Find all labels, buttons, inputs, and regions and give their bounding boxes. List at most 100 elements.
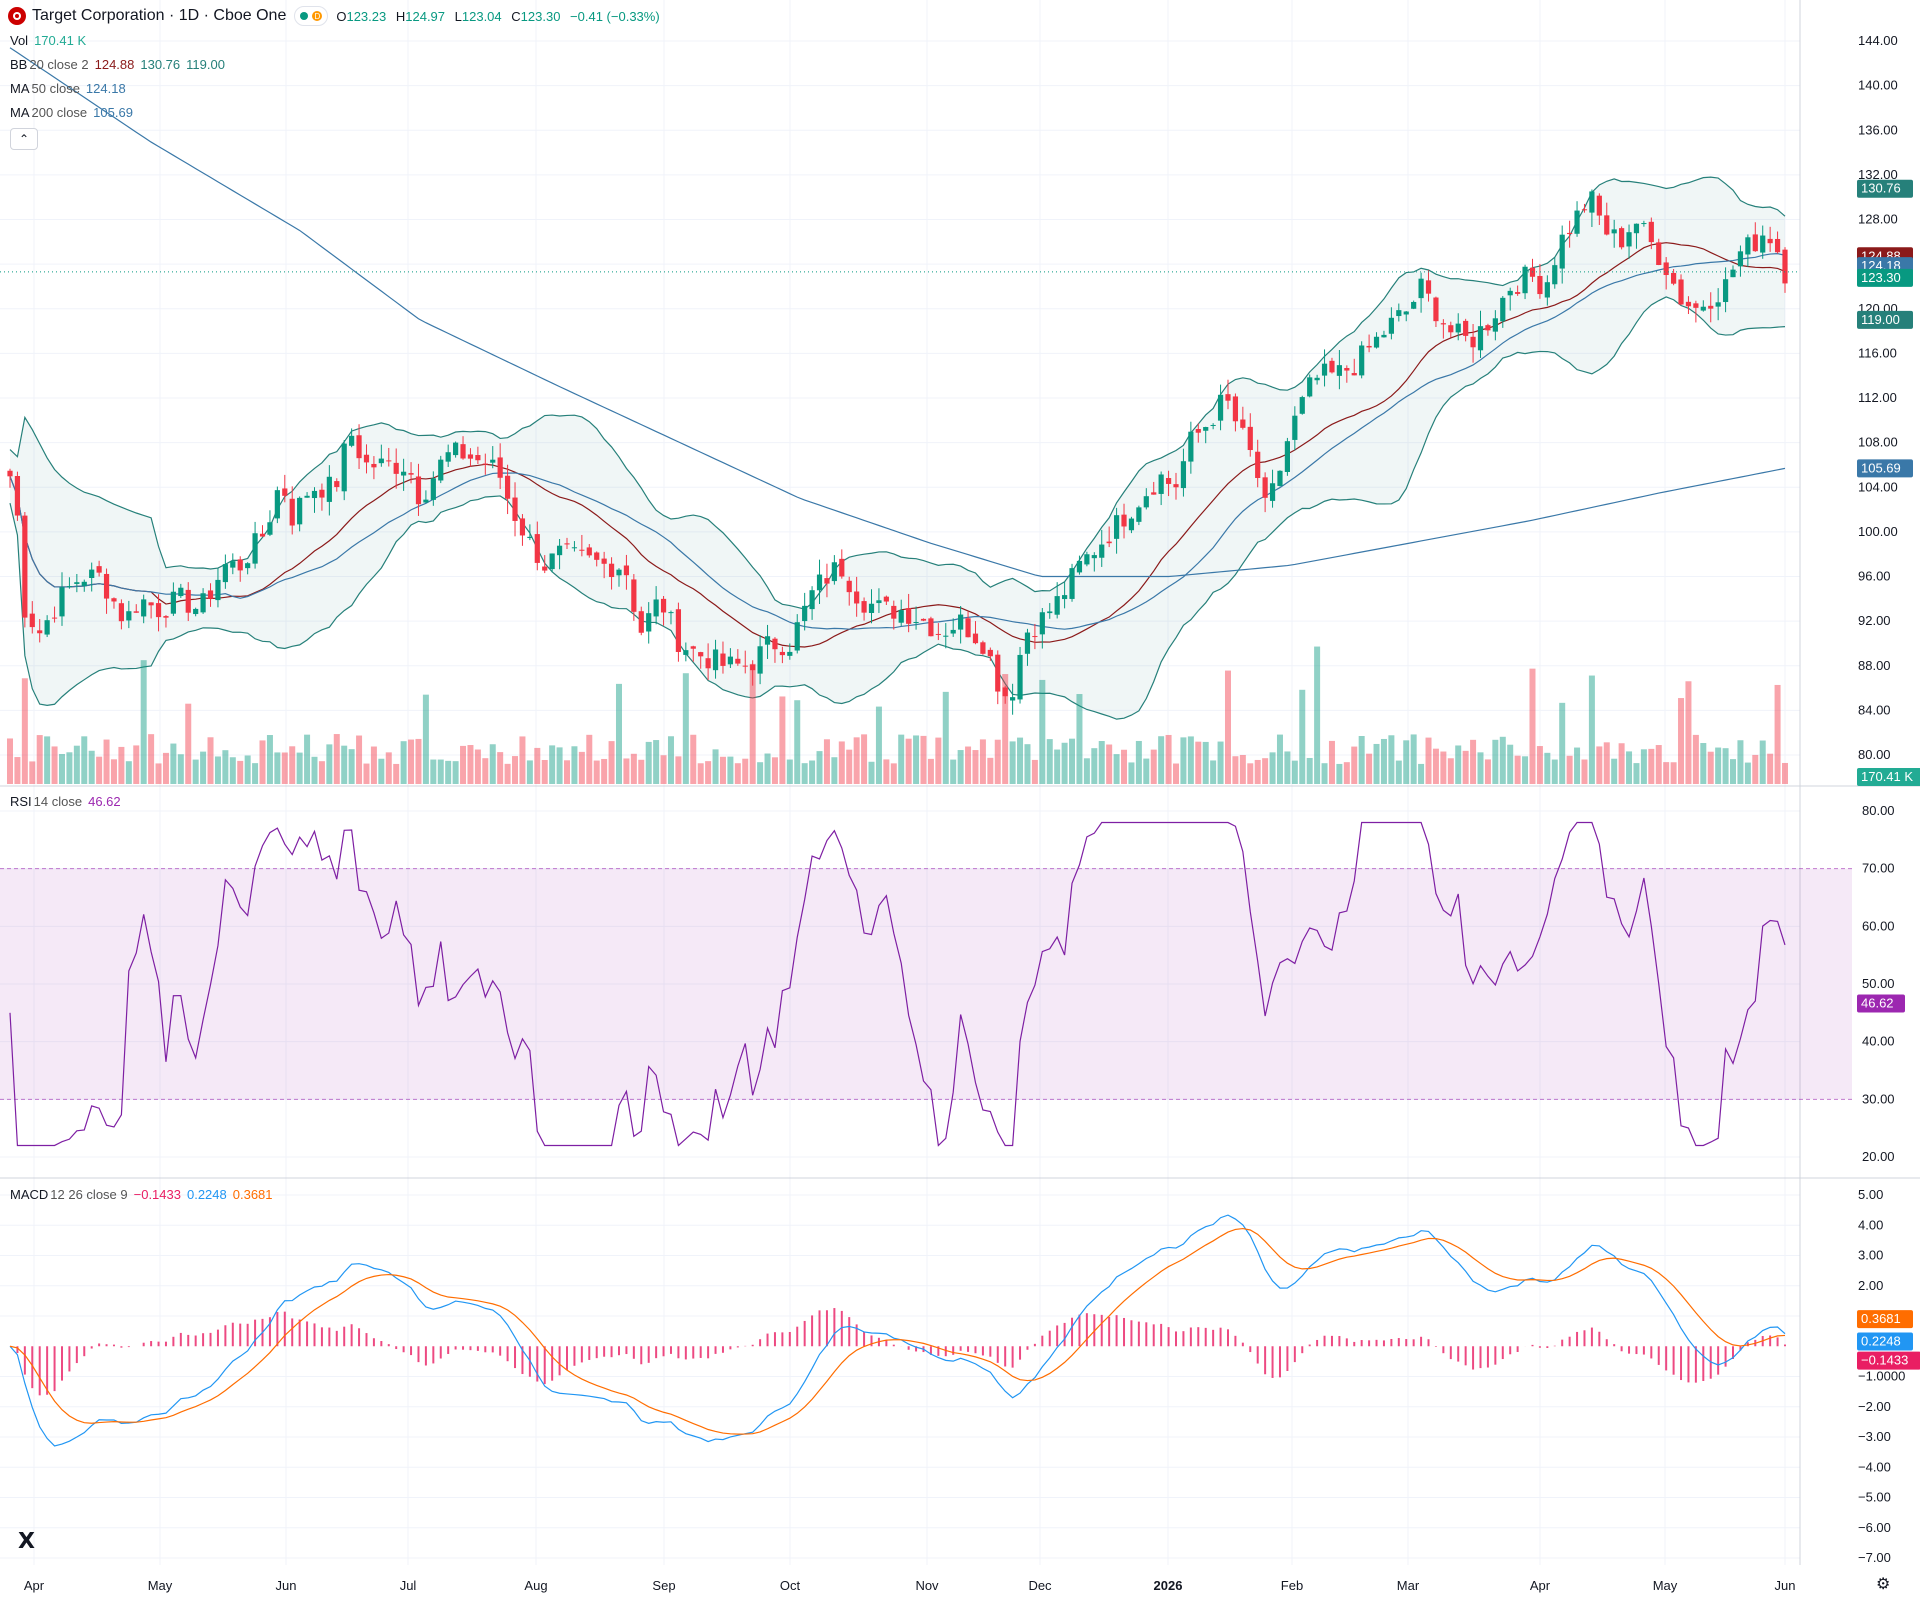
volume-bar bbox=[155, 763, 162, 784]
volume-bar bbox=[1648, 748, 1655, 784]
macd-badge-text: −0.1433 bbox=[1861, 1353, 1908, 1368]
candle-body bbox=[1054, 596, 1060, 615]
volume-bar bbox=[682, 673, 689, 784]
candle-body bbox=[497, 457, 503, 478]
candle-body bbox=[1656, 242, 1662, 266]
collapse-legend-button[interactable]: ⌃ bbox=[10, 128, 38, 150]
volume-bar bbox=[1722, 748, 1729, 784]
tradingview-logo-icon[interactable]: 𝗫 bbox=[18, 1528, 35, 1553]
candle-body bbox=[943, 635, 949, 637]
candle-body bbox=[289, 498, 295, 526]
volume-bar bbox=[578, 751, 585, 784]
volume-bar bbox=[1618, 743, 1625, 784]
price-axis-tick: 116.00 bbox=[1858, 345, 1897, 360]
volume-bar bbox=[1484, 759, 1491, 784]
volume-bar bbox=[541, 759, 548, 784]
candle-body bbox=[378, 458, 384, 464]
macd-legend[interactable]: MACD 12 26 close 9 −0.1433 0.2248 0.3681 bbox=[10, 1187, 273, 1202]
candle-body bbox=[1485, 325, 1491, 331]
rsi-legend[interactable]: RSI 14 close 46.62 bbox=[10, 794, 121, 809]
ma200-legend[interactable]: MA 200 close 105.69 bbox=[10, 105, 133, 120]
volume-bar bbox=[318, 761, 325, 784]
candle-body bbox=[1596, 195, 1602, 216]
volume-bar bbox=[838, 741, 845, 784]
volume-bar bbox=[972, 750, 979, 784]
volume-bar bbox=[1009, 741, 1016, 784]
time-axis-label: Apr bbox=[1530, 1578, 1551, 1593]
candle-body bbox=[1039, 612, 1045, 635]
volume-bar bbox=[1173, 763, 1180, 784]
volume-bar bbox=[556, 747, 563, 784]
volume-bar bbox=[764, 753, 771, 784]
candle-body bbox=[363, 454, 370, 463]
candles bbox=[7, 189, 1788, 715]
volume-bar bbox=[467, 745, 474, 784]
volume-bar bbox=[73, 745, 80, 784]
candle-body bbox=[854, 591, 860, 604]
candle-body bbox=[445, 452, 451, 462]
candle-body bbox=[638, 611, 644, 633]
volume-bar bbox=[1195, 741, 1202, 784]
candle-body bbox=[1463, 320, 1469, 336]
volume-bar bbox=[1752, 754, 1759, 784]
volume-bar bbox=[564, 760, 571, 784]
candle-body bbox=[1217, 394, 1224, 421]
bollinger-legend[interactable]: BB 20 close 2 124.88 130.76 119.00 bbox=[10, 57, 225, 72]
volume-bar bbox=[489, 744, 496, 784]
volume-bar bbox=[749, 663, 756, 784]
volume-bar bbox=[1782, 762, 1788, 784]
market-status-badge[interactable]: D bbox=[294, 6, 329, 26]
volume-bar bbox=[1202, 741, 1209, 784]
price-badge-bg bbox=[1857, 459, 1913, 478]
ohlc-values: O123.23 H124.97 L123.04 C123.30 −0.41 (−… bbox=[336, 8, 660, 24]
candle-body bbox=[274, 490, 280, 519]
candle-body bbox=[200, 593, 206, 613]
volume-bar bbox=[950, 759, 957, 784]
volume-bar bbox=[875, 706, 882, 784]
volume-legend[interactable]: Vol 170.41 K bbox=[10, 33, 87, 48]
candle-body bbox=[259, 533, 266, 537]
candle-body bbox=[341, 443, 347, 492]
price-axis-tick: 84.00 bbox=[1858, 702, 1891, 717]
symbol-title[interactable]: Target Corporation · 1D · Cboe One bbox=[32, 7, 287, 24]
volume-bar bbox=[1217, 741, 1224, 784]
price-badge-bg bbox=[1857, 179, 1913, 198]
candle-body bbox=[1373, 336, 1380, 348]
volume-bar bbox=[497, 752, 504, 784]
ma50-legend[interactable]: MA 50 close 124.18 bbox=[10, 81, 126, 96]
macd-axis-tick: −6.00 bbox=[1858, 1520, 1891, 1535]
candle-body bbox=[1069, 568, 1075, 599]
volume-bar bbox=[244, 755, 251, 784]
volume-bar bbox=[296, 752, 303, 784]
volume-bar bbox=[1128, 762, 1135, 784]
candle-body bbox=[1113, 515, 1120, 539]
candle-body bbox=[586, 547, 592, 556]
price-axis-tick: 128.00 bbox=[1858, 212, 1898, 227]
volume-bar bbox=[1054, 749, 1061, 784]
candle-body bbox=[1359, 345, 1365, 376]
volume-bar bbox=[1276, 734, 1283, 784]
candle-body bbox=[1203, 427, 1209, 431]
candle-body bbox=[1136, 507, 1142, 522]
candle-body bbox=[1396, 310, 1402, 317]
candle-body bbox=[1760, 235, 1766, 253]
candle-body bbox=[207, 590, 214, 599]
candle-body bbox=[1173, 484, 1179, 488]
candle-body bbox=[1730, 269, 1736, 278]
candle-body bbox=[252, 533, 258, 564]
volume-bar bbox=[430, 759, 437, 784]
candle-body bbox=[1255, 451, 1261, 479]
rsi-axis-tick: 80.00 bbox=[1862, 803, 1895, 818]
volume-bar bbox=[81, 736, 88, 784]
rsi-badge-text: 46.62 bbox=[1861, 995, 1894, 1010]
volume-bar bbox=[927, 758, 934, 784]
volume-bar bbox=[734, 763, 741, 784]
candle-body bbox=[891, 605, 897, 619]
price-axis-tick: 108.00 bbox=[1858, 435, 1898, 450]
gear-icon[interactable]: ⚙ bbox=[1876, 1576, 1891, 1593]
candle-body bbox=[831, 562, 837, 582]
candle-body bbox=[846, 580, 852, 593]
candle-body bbox=[928, 618, 934, 637]
candle-body bbox=[118, 603, 125, 622]
